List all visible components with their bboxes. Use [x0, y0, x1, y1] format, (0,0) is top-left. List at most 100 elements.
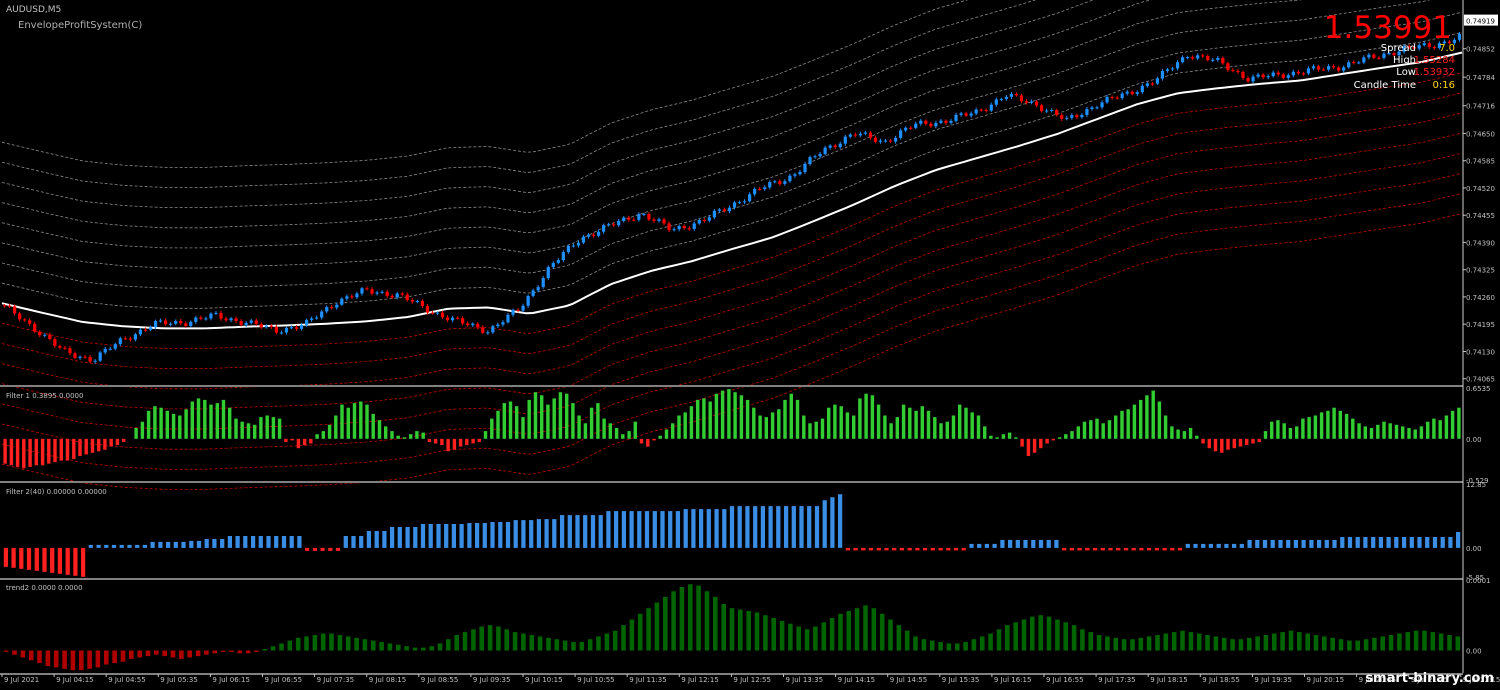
candle-body [662, 219, 666, 224]
candle-body [1110, 96, 1114, 98]
candle-body [1014, 93, 1019, 96]
candle-body [1196, 55, 1200, 59]
candle-body [934, 122, 938, 127]
candle-body [158, 320, 163, 322]
candle-body [707, 217, 711, 221]
candle-body [732, 202, 737, 208]
candle-body [717, 209, 722, 211]
candle-body [1024, 101, 1029, 103]
candle-body [289, 327, 294, 329]
candle-body [1034, 101, 1039, 106]
candle-body [1105, 96, 1109, 103]
candle-body [541, 278, 545, 288]
time-axis-tick-label: 9 Jul 08:15 [369, 676, 407, 684]
candle-body [602, 225, 606, 232]
candle-body [375, 292, 379, 294]
candle-body [969, 113, 973, 116]
filter1-pane[interactable] [3, 389, 1461, 469]
candle-body [617, 220, 621, 226]
candle-body [425, 306, 430, 313]
time-axis-tick-label: 9 Jul 12:55 [733, 676, 771, 684]
candle-body [199, 317, 203, 319]
candle-body [521, 305, 525, 311]
candle-body [919, 120, 923, 124]
candle-body [304, 319, 309, 325]
candle-body [682, 226, 686, 229]
main-price-pane[interactable] [1, 0, 1463, 490]
candle-body [23, 319, 27, 321]
candle-body [1175, 62, 1180, 69]
candle-body [1221, 57, 1225, 64]
candle-body [667, 223, 671, 231]
candle-body [224, 318, 228, 321]
time-axis-tick-label: 9 Jul 17:35 [1098, 676, 1136, 684]
lower-envelope-line [1, 213, 1463, 490]
candle-body [103, 348, 107, 353]
candle-body [1125, 91, 1129, 94]
candle-body [1050, 109, 1054, 111]
filter2-pane[interactable] [3, 494, 1461, 577]
price-axis-tick-label: 0.74455 [1466, 212, 1495, 220]
candle-body [108, 348, 112, 350]
candle-body [1165, 69, 1170, 71]
upper-envelope-line [1, 0, 1094, 208]
candle-body [722, 209, 727, 212]
candle-body [853, 134, 857, 136]
candle-body [546, 266, 550, 279]
candle-body [793, 174, 797, 176]
candle-body [581, 236, 586, 243]
price-axis-tick-label: 0.74390 [1466, 239, 1495, 247]
time-axis-tick-label: 9 Jul 16:15 [994, 676, 1032, 684]
candle-body [28, 320, 32, 324]
candle-body [1180, 57, 1185, 63]
candle-body [1266, 76, 1270, 78]
candle-body [1377, 57, 1381, 59]
candle-body [1256, 74, 1260, 77]
candle-body [1029, 101, 1034, 103]
candle-body [1362, 57, 1366, 63]
candle-body [1352, 62, 1356, 64]
candle-body [1080, 114, 1084, 118]
candle-body [420, 301, 424, 307]
candle-body [450, 317, 455, 321]
candle-body [174, 321, 178, 324]
candle-body [1060, 115, 1064, 119]
candle-body [476, 323, 480, 328]
candle-body [153, 320, 158, 328]
candle-body [73, 353, 77, 358]
trend2-pane[interactable] [3, 584, 1461, 671]
candle-body [823, 147, 827, 155]
candle-body [783, 181, 787, 184]
candle-body [12, 306, 17, 314]
price-axis-tick-label: 0.74852 [1466, 46, 1495, 54]
candle-body [914, 123, 918, 128]
candle-body [863, 132, 868, 134]
candle-body [627, 217, 631, 220]
candle-body [612, 224, 616, 226]
filter2-label: Filter 2(40) 0.00000 0.00000 [6, 488, 107, 496]
candle-body [1236, 70, 1240, 72]
candle-body [1402, 46, 1406, 52]
candle-body [1347, 62, 1351, 68]
candle-body [818, 154, 822, 157]
candle-body [778, 181, 782, 184]
candle-body [1296, 71, 1300, 74]
candle-body [481, 327, 485, 333]
candle-body [657, 219, 661, 221]
candle-body [586, 234, 591, 237]
candle-body [1070, 115, 1074, 118]
candle-body [1135, 92, 1139, 94]
candle-body [274, 326, 278, 333]
candle-body [229, 318, 233, 321]
candle-body [894, 137, 898, 142]
upper-envelope-line [1, 32, 1463, 309]
candle-body [284, 327, 289, 333]
candle-body [214, 312, 218, 314]
candle-body [169, 323, 173, 325]
candle-body [758, 188, 762, 190]
candle-body [1090, 107, 1094, 110]
candle-body [68, 348, 72, 354]
upper-envelope-line [1, 0, 1152, 229]
candle-body [873, 137, 878, 142]
